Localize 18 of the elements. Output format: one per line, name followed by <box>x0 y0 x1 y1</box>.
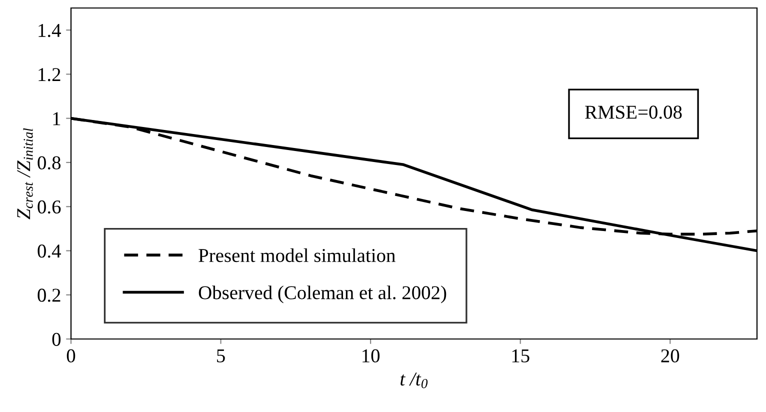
legend-label: Observed (Coleman et al. 2002) <box>198 286 446 304</box>
x-tick-label: 10 <box>362 349 380 362</box>
y-tick-label: 0.4 <box>38 244 61 258</box>
y-axis-title: Z$_{crest}$ /Z$_{initial}$ <box>17 128 33 220</box>
y-tick-label: 0 <box>52 332 61 346</box>
y-tick-label: 0.2 <box>38 288 60 302</box>
y-tick-label: 1.4 <box>38 24 61 38</box>
x-tick-label: 0 <box>66 349 76 362</box>
x-axis-title: t /t$_{0}$ <box>400 372 428 388</box>
x-tick-label: 5 <box>217 349 225 362</box>
x-tick-label: 20 <box>661 349 680 362</box>
x-tick-label: 15 <box>512 349 530 362</box>
y-tick-label: 0.8 <box>38 156 61 170</box>
y-tick-label: 0.6 <box>38 200 61 214</box>
y-tick-label: 1 <box>53 112 60 126</box>
annotation: RMSE=0.08 <box>585 106 682 119</box>
legend-label: Present model simulation <box>198 248 396 262</box>
y-tick-label: 1.2 <box>38 68 60 82</box>
